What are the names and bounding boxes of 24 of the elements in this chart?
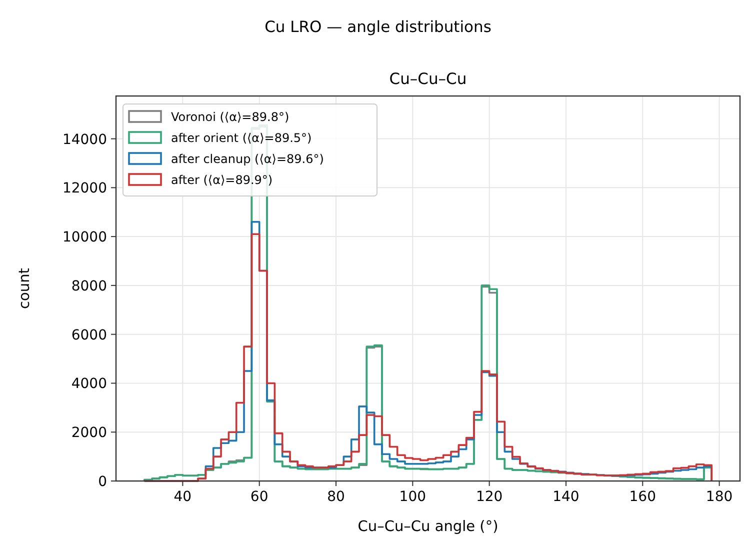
x-tick-label: 120 — [476, 489, 503, 505]
y-tick-label: 6000 — [71, 327, 107, 344]
y-tick-label: 4000 — [71, 376, 107, 392]
y-tick-label: 0 — [98, 474, 107, 490]
x-tick-label: 180 — [706, 489, 733, 505]
y-tick-label: 2000 — [71, 425, 107, 442]
y-tick-label: 12000 — [62, 180, 107, 197]
x-tick-label: 140 — [552, 489, 580, 505]
x-tick-label: 160 — [629, 489, 656, 505]
legend-label: after (⟨α⟩=89.9°) — [171, 173, 273, 187]
chart-title: Cu–Cu–Cu — [389, 70, 467, 88]
chart-subtitle: Cu LRO — angle distributions — [264, 18, 492, 36]
y-tick-label: 8000 — [71, 278, 107, 294]
x-tick-label: 40 — [174, 489, 192, 505]
x-tick-label: 100 — [399, 489, 426, 505]
legend-label: Voronoi (⟨α⟩=89.8°) — [171, 110, 290, 124]
y-tick-label: 10000 — [62, 230, 107, 246]
x-axis-title: Cu–Cu–Cu angle (°) — [358, 519, 498, 535]
x-tick-label: 60 — [250, 489, 268, 505]
y-axis-title: count — [17, 268, 33, 309]
legend-label: after orient (⟨α⟩=89.5°) — [171, 131, 312, 145]
legend-label: after cleanup (⟨α⟩=89.6°) — [171, 152, 324, 166]
x-tick-label: 80 — [327, 489, 345, 505]
y-tick-label: 14000 — [62, 132, 107, 148]
